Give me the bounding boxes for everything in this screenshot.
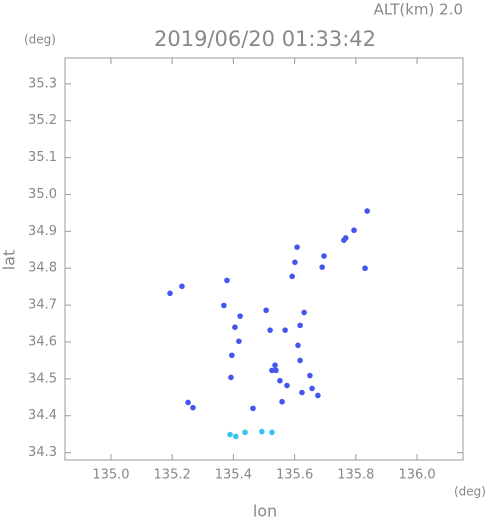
x-tick-label: 135.8: [337, 468, 374, 483]
y-tick-label: 35.0: [28, 187, 57, 202]
echo-point: [319, 264, 325, 270]
echo-point: [351, 227, 357, 234]
x-axis-label: lon: [253, 502, 277, 521]
x-tick-label: 135.4: [215, 468, 252, 483]
echo-point: [232, 324, 238, 331]
echo-point: [272, 362, 278, 369]
y-tick-label: 35.1: [28, 150, 57, 165]
echo-point: [295, 342, 301, 349]
chart-title: 2019/06/20 01:33:42: [154, 27, 376, 51]
echo-point: [227, 431, 233, 438]
echo-point: [179, 283, 185, 290]
plot-frame: [64, 57, 464, 461]
x-tick-label: 135.0: [92, 468, 129, 483]
echo-point: [267, 327, 273, 333]
echo-point: [307, 372, 313, 379]
echo-point: [279, 398, 285, 405]
echo-point: [297, 322, 303, 329]
y-axis-label: lat: [0, 250, 19, 271]
echo-point: [362, 265, 368, 272]
echo-point: [242, 429, 248, 436]
y-tick-label: 34.8: [28, 261, 57, 276]
echo-point: [224, 277, 230, 284]
echo-point: [269, 429, 275, 436]
echo-point: [237, 313, 243, 319]
echo-point: [263, 307, 269, 314]
echo-point: [221, 302, 227, 309]
echo-point: [284, 382, 290, 389]
altitude: ALT(km) 2.0: [374, 1, 463, 19]
echo-point: [309, 385, 315, 392]
echo-point: [236, 338, 242, 345]
x-unit: (deg): [454, 485, 486, 499]
y-tick-label: 35.3: [28, 76, 57, 91]
y-tick-label: 34.7: [28, 298, 57, 313]
echo-point: [294, 244, 300, 250]
echo-point: [229, 352, 235, 359]
echo-point: [269, 367, 275, 374]
y-tick-label: 34.5: [28, 371, 57, 386]
echo-point: [233, 433, 239, 440]
y-tick-label: 34.6: [28, 334, 57, 349]
echo-point: [259, 428, 265, 435]
y-unit: (deg): [24, 33, 56, 47]
y-tick-label: 35.2: [28, 113, 57, 128]
echo-point: [273, 367, 279, 374]
x-tick-label: 135.6: [276, 468, 313, 483]
echo-point: [299, 389, 305, 396]
echo-point: [315, 392, 321, 399]
echo-point: [321, 253, 327, 259]
echo-point: [277, 377, 283, 384]
x-tick-label: 136.0: [398, 468, 435, 483]
echo-point: [297, 357, 303, 364]
echo-point: [292, 259, 298, 266]
echo-point: [190, 404, 196, 411]
x-tick-label: 135.2: [154, 468, 191, 483]
y-tick-label: 34.4: [28, 408, 57, 423]
y-tick-label: 34.9: [28, 224, 57, 239]
echo-point: [289, 273, 295, 280]
echo-point: [364, 208, 370, 214]
echo-point: [342, 235, 349, 241]
echo-point: [167, 290, 173, 297]
echo-point: [301, 309, 307, 316]
echo-point: [228, 374, 234, 381]
echo-point: [185, 399, 191, 406]
echo-point: [282, 327, 288, 333]
y-tick-label: 34.3: [28, 445, 57, 460]
echo-point: [250, 405, 256, 412]
